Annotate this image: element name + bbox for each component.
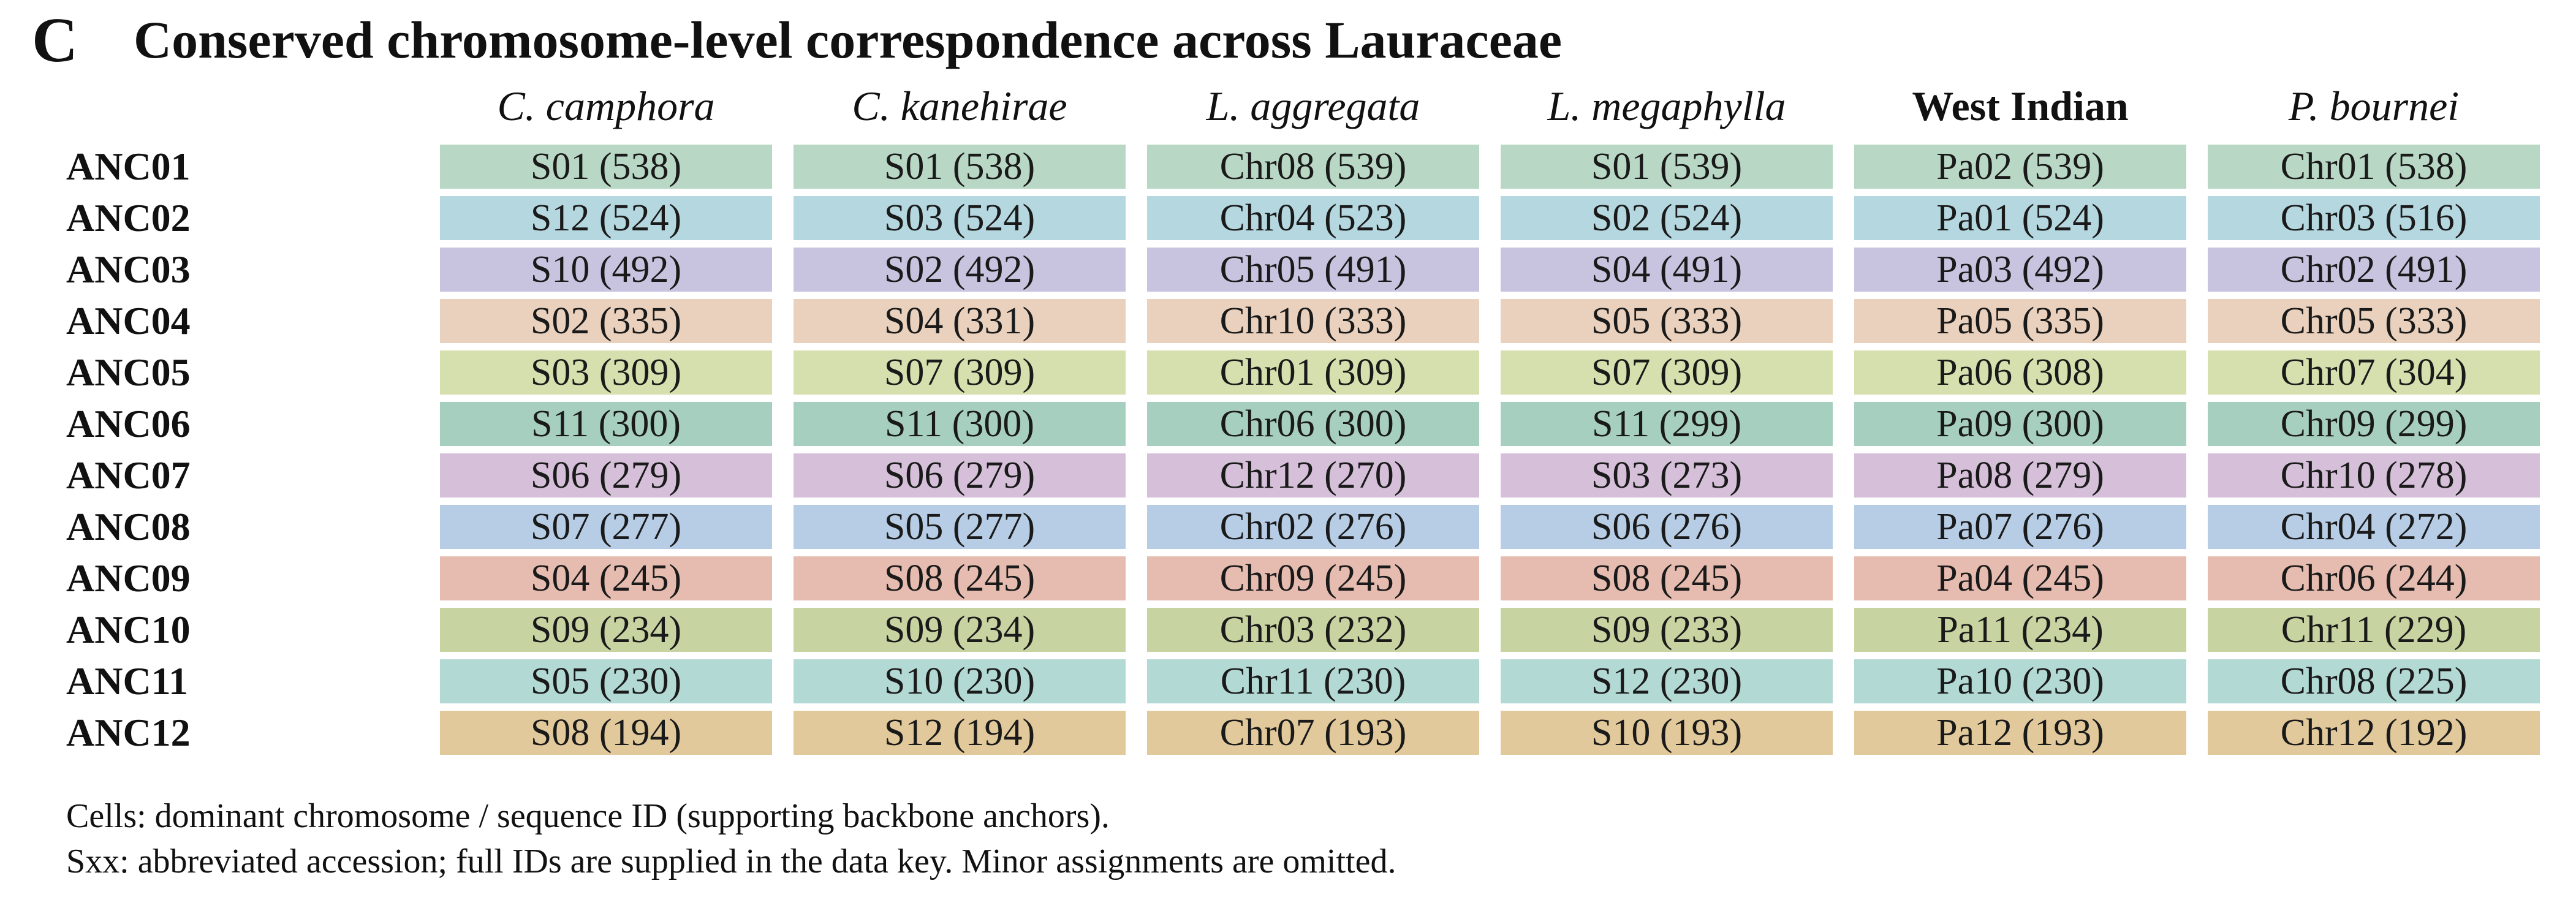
table-cell: S10 (193) — [1501, 711, 1833, 755]
table-cell: S01 (539) — [1501, 145, 1833, 189]
table-cell: Chr05 (491) — [1147, 248, 1479, 292]
table-cell: Pa11 (234) — [1854, 608, 2186, 652]
table-cell: S11 (299) — [1501, 402, 1833, 446]
table-cell: S12 (230) — [1501, 659, 1833, 703]
table-cell: Chr03 (232) — [1147, 608, 1479, 652]
table-cell: S07 (277) — [440, 505, 772, 549]
table-cell: Chr12 (192) — [2208, 711, 2540, 755]
table-cell: S03 (309) — [440, 350, 772, 395]
table-cell: S04 (245) — [440, 556, 772, 600]
table-cell: S05 (230) — [440, 659, 772, 703]
table-cell: S05 (333) — [1501, 299, 1833, 343]
table-cell: S05 (277) — [794, 505, 1126, 549]
table-cell: S07 (309) — [1501, 350, 1833, 395]
table-cell: Chr01 (309) — [1147, 350, 1479, 395]
row-label: ANC06 — [66, 402, 191, 445]
row-label: ANC09 — [66, 556, 191, 600]
table-cell: Pa09 (300) — [1854, 402, 2186, 446]
table-cell: S08 (245) — [794, 556, 1126, 600]
table-cell: S06 (279) — [440, 453, 772, 498]
column-header: P. bournei — [2288, 83, 2460, 129]
correspondence-table: C. camphora C. kanehirae L. aggregata L. me… — [66, 83, 2540, 755]
table-cell: Pa01 (524) — [1854, 196, 2186, 240]
table-cell: S02 (335) — [440, 299, 772, 343]
column-header: L. megaphylla — [1547, 83, 1786, 129]
row-label: ANC12 — [66, 711, 191, 754]
table-cell: S01 (538) — [440, 145, 772, 189]
table-cell: Chr06 (244) — [2208, 556, 2540, 600]
table-cell: Pa04 (245) — [1854, 556, 2186, 600]
column-header: C. camphora — [497, 83, 715, 129]
table-cell: Chr07 (304) — [2208, 350, 2540, 395]
table-cell: Chr12 (270) — [1147, 453, 1479, 498]
row-label: ANC10 — [66, 608, 191, 651]
table-cell: Chr05 (333) — [2208, 299, 2540, 343]
table-cell: Pa06 (308) — [1854, 350, 2186, 395]
row-label: ANC08 — [66, 505, 191, 548]
table-cell: Chr08 (225) — [2208, 659, 2540, 703]
row-label: ANC03 — [66, 248, 191, 291]
table-cell: Pa07 (276) — [1854, 505, 2186, 549]
table-cell: S09 (234) — [794, 608, 1126, 652]
table-cell: Chr10 (278) — [2208, 453, 2540, 498]
row-label: ANC01 — [66, 145, 191, 188]
row-label: ANC04 — [66, 299, 191, 343]
column-header: C. kanehirae — [852, 83, 1067, 129]
table-cell: S07 (309) — [794, 350, 1126, 395]
table-cell: Chr09 (245) — [1147, 556, 1479, 600]
row-label: ANC11 — [66, 659, 189, 703]
table-cell: Pa12 (193) — [1854, 711, 2186, 755]
table-cell: S02 (524) — [1501, 196, 1833, 240]
table-cell: Chr04 (272) — [2208, 505, 2540, 549]
table-cell: Pa03 (492) — [1854, 248, 2186, 292]
table-cell: Chr01 (538) — [2208, 145, 2540, 189]
column-header: L. aggregata — [1206, 83, 1420, 129]
table-cell: S08 (245) — [1501, 556, 1833, 600]
table-cell: S08 (194) — [440, 711, 772, 755]
table-cell: S10 (492) — [440, 248, 772, 292]
chart-title: Conserved chromosome-level correspondenc… — [134, 10, 1563, 69]
table-cell: S09 (234) — [440, 608, 772, 652]
table-cell: S06 (276) — [1501, 505, 1833, 549]
table-cell: Chr09 (299) — [2208, 402, 2540, 446]
table-cell: Chr02 (491) — [2208, 248, 2540, 292]
table-cell: Pa08 (279) — [1854, 453, 2186, 498]
table-cell: S11 (300) — [440, 402, 772, 446]
table-cell: Chr03 (516) — [2208, 196, 2540, 240]
table-cell: S03 (273) — [1501, 453, 1833, 498]
table-cell: S04 (491) — [1501, 248, 1833, 292]
table-cell: S12 (524) — [440, 196, 772, 240]
footnote-1: Cells: dominant chromosome / sequence ID… — [66, 797, 1110, 835]
table-cell: S10 (230) — [794, 659, 1126, 703]
column-header: West Indian — [1912, 83, 2129, 129]
table-cell: Chr04 (523) — [1147, 196, 1479, 240]
table-cell: S01 (538) — [794, 145, 1126, 189]
row-label: ANC07 — [66, 453, 191, 497]
table-cell: Pa05 (335) — [1854, 299, 2186, 343]
row-label: ANC02 — [66, 196, 191, 240]
table-cell: Chr08 (539) — [1147, 145, 1479, 189]
table-cell: Chr07 (193) — [1147, 711, 1479, 755]
row-label: ANC05 — [66, 350, 191, 394]
table-cell: S09 (233) — [1501, 608, 1833, 652]
table-cell: Chr11 (230) — [1147, 659, 1479, 703]
table-cell: S11 (300) — [794, 402, 1126, 446]
panel-letter: C — [32, 5, 78, 75]
table-cell: S03 (524) — [794, 196, 1126, 240]
footnote-2: Sxx: abbreviated accession; full IDs are… — [66, 842, 1396, 880]
table-cell: S06 (279) — [794, 453, 1126, 498]
table-cell: Pa10 (230) — [1854, 659, 2186, 703]
table-cell: Pa02 (539) — [1854, 145, 2186, 189]
table-cell: S02 (492) — [794, 248, 1126, 292]
table-cell: Chr11 (229) — [2208, 608, 2540, 652]
table-cell: Chr06 (300) — [1147, 402, 1479, 446]
table-cell: S04 (331) — [794, 299, 1126, 343]
table-cell: Chr02 (276) — [1147, 505, 1479, 549]
table-cell: S12 (194) — [794, 711, 1126, 755]
table-cell: Chr10 (333) — [1147, 299, 1479, 343]
